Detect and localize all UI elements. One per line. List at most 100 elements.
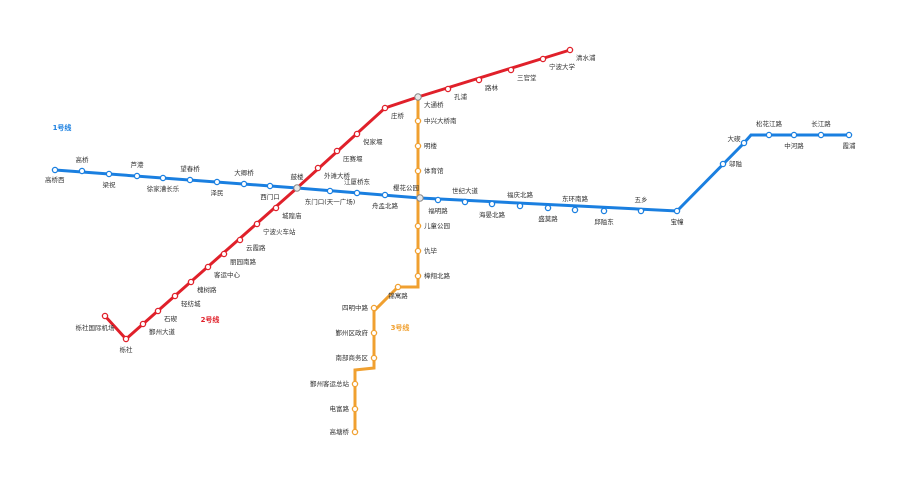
station-label: 倪家堰 [363, 137, 383, 146]
station-label: 东环南路 [562, 194, 589, 203]
station [475, 76, 483, 84]
station [414, 167, 422, 175]
station-label: 城隍庙 [282, 211, 302, 220]
station [461, 198, 469, 206]
station [719, 160, 727, 168]
station-label: 外滩大桥 [324, 171, 351, 180]
station [122, 335, 130, 343]
station-label: 霞浦 [843, 141, 857, 150]
station [101, 312, 109, 320]
station-label: 压赛堰 [343, 154, 363, 163]
station [159, 174, 167, 182]
station [51, 166, 59, 174]
station [740, 139, 748, 147]
station-label: 中河路 [784, 141, 804, 150]
station-label: 路林 [485, 83, 499, 92]
station-label: 电富路 [330, 404, 350, 413]
station-label: 江厦桥东 [344, 177, 371, 186]
station [673, 207, 681, 215]
station [253, 220, 261, 228]
station [566, 46, 574, 54]
station [790, 131, 798, 139]
station [186, 176, 194, 184]
station-label: 宁波大学 [549, 62, 576, 71]
station-label: 鄞州大道 [149, 327, 176, 336]
station-label: 长江路 [811, 119, 831, 128]
station [370, 354, 378, 362]
station-label: 福庆北路 [507, 190, 534, 199]
station [381, 191, 389, 199]
station-label: 樱花公园 [393, 183, 419, 192]
station-label: 孔浦 [454, 92, 468, 101]
line-name: 1号线 [53, 123, 72, 132]
station-label: 鄞州客运总站 [310, 379, 350, 388]
station [370, 304, 378, 312]
station-label: 高桥西 [45, 175, 65, 184]
station-label: 高桥 [76, 155, 90, 164]
station-label: 四明中路 [342, 303, 369, 312]
station-label: 明楼 [424, 141, 438, 150]
station [516, 202, 524, 210]
station [171, 292, 179, 300]
line-3-track [353, 97, 420, 432]
station-label: 五乡 [635, 196, 648, 204]
station [78, 167, 86, 175]
station-label: 松花江路 [756, 119, 783, 128]
station-label: 体育馆 [424, 166, 444, 175]
station [351, 405, 359, 413]
station [133, 172, 141, 180]
station-label: 栎社 [120, 345, 134, 354]
station [600, 207, 608, 215]
station [326, 187, 334, 195]
station-label: 世纪大道 [452, 186, 479, 195]
station [434, 196, 442, 204]
station [220, 250, 228, 258]
station [213, 178, 221, 186]
station [765, 131, 773, 139]
station [637, 207, 645, 215]
station [351, 428, 359, 436]
station-label: 宝幢 [671, 217, 685, 226]
station-label: 儿童公园 [424, 221, 450, 230]
station [414, 142, 422, 150]
station-label: 南部商务区 [336, 353, 369, 362]
station-label: 芦港 [131, 160, 145, 169]
station [414, 272, 422, 280]
station-label: 宁波火车站 [263, 227, 296, 236]
line-name: 3号线 [391, 323, 410, 332]
station [394, 283, 402, 291]
station [154, 307, 162, 315]
station [187, 278, 195, 286]
station-label: 舟孟北路 [372, 201, 399, 210]
station [488, 200, 496, 208]
station [381, 104, 389, 112]
station [571, 206, 579, 214]
station-label: 栎社国际机场 [76, 323, 116, 332]
station [845, 131, 853, 139]
station-label: 东门口(天一广场) [305, 197, 356, 206]
station-label: 海晏北路 [479, 210, 506, 219]
station-label: 云霞路 [246, 243, 266, 252]
station [236, 236, 244, 244]
station-label: 鄞州区政府 [336, 328, 369, 337]
station [370, 329, 378, 337]
station [139, 320, 147, 328]
station-label: 邬隘 [729, 159, 743, 168]
interchange [414, 93, 422, 101]
station [414, 117, 422, 125]
station-label: 槐树路 [197, 285, 217, 294]
station [333, 147, 341, 155]
station-label: 高塘桥 [330, 427, 350, 436]
station-label: 泽民 [211, 189, 224, 197]
station-label: 锦寓路 [388, 291, 408, 300]
station [314, 164, 322, 172]
station-label: 庄桥 [391, 111, 405, 120]
station [539, 55, 547, 63]
station-label: 盛莫路 [538, 214, 558, 223]
station-label: 大通桥 [424, 100, 444, 109]
interchange [293, 184, 301, 192]
station [353, 189, 361, 197]
station-label: 邱隘东 [594, 217, 614, 226]
station [351, 380, 359, 388]
